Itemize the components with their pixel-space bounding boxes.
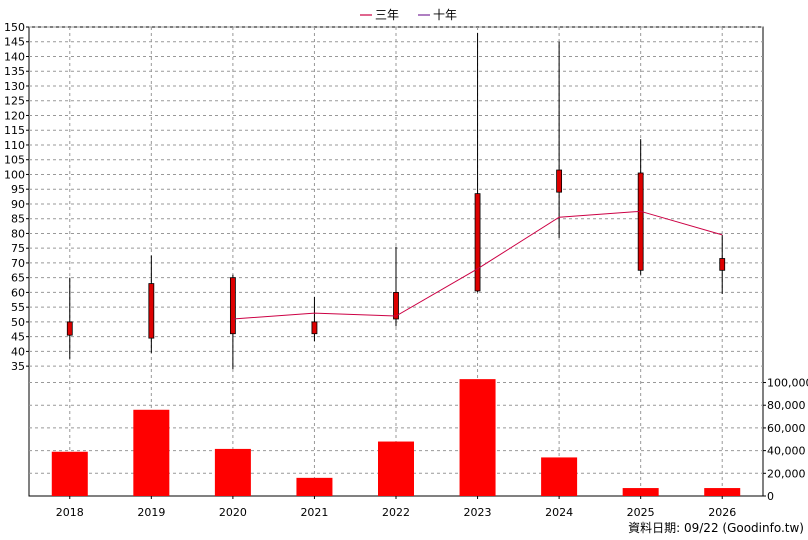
y-tick-label: 85 — [11, 213, 25, 226]
x-tick-label: 2018 — [56, 506, 84, 519]
x-tick-label: 2026 — [708, 506, 736, 519]
x-tick-label: 2019 — [137, 506, 165, 519]
volume-bar — [704, 488, 741, 496]
candle-body — [556, 169, 563, 193]
footer-source: 資料日期: 09/22 (Goodinfo.tw) — [628, 521, 804, 535]
volume-bar — [459, 379, 496, 496]
y-tick-label: 120 — [4, 109, 25, 122]
y2-tick-label: 40,000 — [767, 445, 806, 458]
three-year-line — [232, 210, 723, 320]
y-tick-label: 115 — [4, 124, 25, 137]
y-tick-label: 50 — [11, 316, 25, 329]
volume-bar — [214, 448, 251, 496]
candle-body — [393, 292, 399, 320]
candle-body — [311, 321, 318, 335]
y-tick-label: 45 — [11, 331, 25, 344]
x-tick-label: 2021 — [300, 506, 328, 519]
y2-tick-label: 80,000 — [767, 399, 806, 412]
axes: 3540455055606570758085909510010511011512… — [4, 21, 808, 519]
y-tick-label: 75 — [11, 242, 25, 255]
x-tick-label: 2025 — [627, 506, 655, 519]
y-tick-label: 150 — [4, 21, 25, 34]
candle-body — [637, 172, 644, 271]
candle-body — [66, 321, 73, 336]
volume-bar — [133, 409, 170, 496]
x-tick-label: 2023 — [464, 506, 492, 519]
y-tick-label: 125 — [4, 95, 25, 108]
y-tick-label: 35 — [11, 360, 25, 373]
y2-tick-label: 100,000 — [767, 377, 808, 390]
y2-tick-label: 0 — [767, 490, 774, 503]
legend-label: 三年 — [375, 8, 399, 22]
candle-body — [474, 193, 481, 292]
y-tick-label: 145 — [4, 36, 25, 49]
x-tick-label: 2024 — [545, 506, 573, 519]
legend: 三年 十年 — [360, 8, 457, 22]
candles — [66, 32, 726, 370]
y-tick-label: 60 — [11, 286, 25, 299]
y-tick-label: 130 — [4, 80, 25, 93]
volume-bars — [51, 379, 741, 496]
volume-bar — [622, 488, 659, 496]
y-tick-label: 140 — [4, 50, 25, 63]
y2-tick-label: 20,000 — [767, 467, 806, 480]
x-tick-label: 2022 — [382, 506, 410, 519]
candle-body — [148, 283, 155, 339]
legend-label: 十年 — [433, 8, 457, 22]
three-year-line-path — [232, 210, 723, 320]
x-tick-label: 2020 — [219, 506, 247, 519]
volume-bar — [51, 451, 88, 496]
volume-bar — [378, 441, 414, 496]
candle-body — [719, 258, 726, 271]
y-tick-label: 40 — [11, 345, 25, 358]
candle-body — [229, 277, 236, 335]
y-tick-label: 105 — [4, 154, 25, 167]
y-tick-label: 55 — [11, 301, 25, 314]
y-tick-label: 110 — [4, 139, 25, 152]
volume-bar — [541, 457, 578, 496]
y-tick-label: 80 — [11, 227, 25, 240]
y-tick-label: 95 — [11, 183, 25, 196]
y-tick-label: 100 — [4, 168, 25, 181]
y-tick-label: 70 — [11, 257, 25, 270]
y-tick-label: 90 — [11, 198, 25, 211]
y-tick-label: 65 — [11, 272, 25, 285]
volume-bar — [296, 477, 333, 496]
y2-tick-label: 60,000 — [767, 422, 806, 435]
y-tick-label: 135 — [4, 65, 25, 78]
